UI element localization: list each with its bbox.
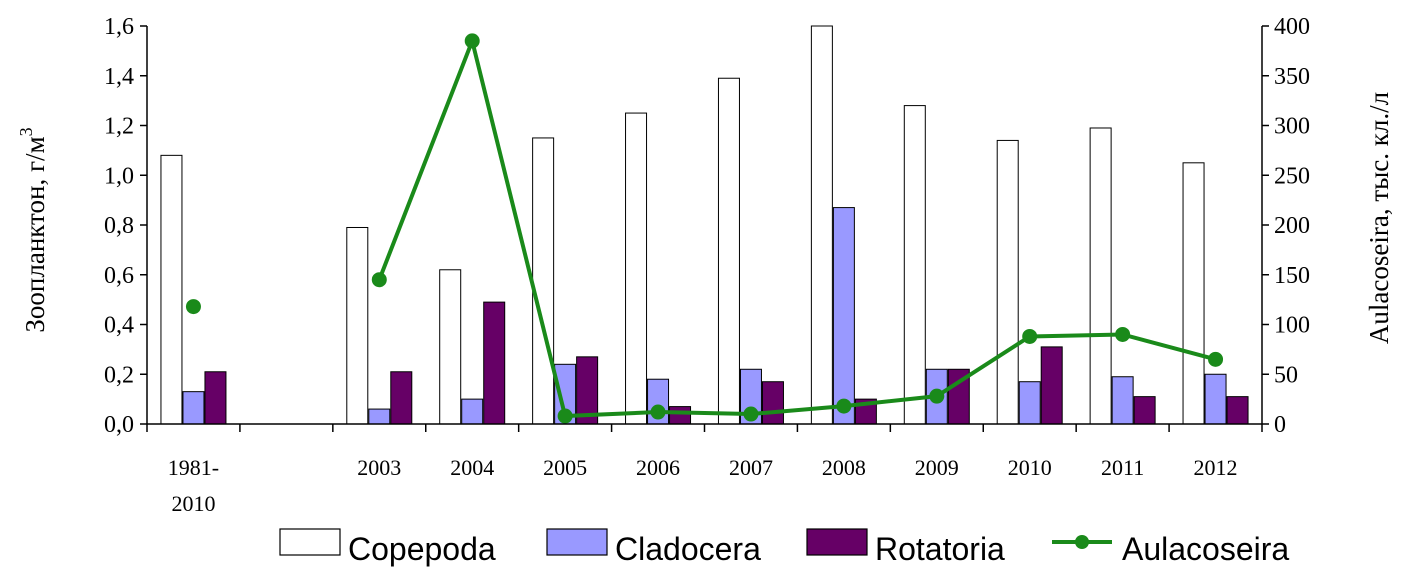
bar-copepoda-0: [160, 154, 183, 425]
bar-copepoda-6: [717, 77, 740, 425]
bar-rotatoria-3: [483, 301, 506, 425]
bar-cladocera-2: [368, 408, 391, 425]
left-tick-label-1: 0,2: [104, 362, 134, 388]
x-tick-label-5-0: 2006: [636, 455, 680, 480]
left-tick-label-0: 0,0: [104, 412, 134, 438]
bar-rotatoria-6: [761, 381, 784, 425]
bar-copepoda-2: [346, 226, 369, 425]
bar-cladocera-3: [461, 398, 484, 425]
right-tick-label-8: 400: [1274, 14, 1310, 40]
point-aulacoseira-5: [650, 404, 666, 420]
x-axis-ticks: 1981- 2010 2003 2004 2005 2006 2007 2008 2009 201…: [146, 424, 1263, 516]
line-aulacoseira-segment-1: [377, 34, 1217, 419]
left-axis-title: Зоопланктон, г/м3: [16, 127, 50, 332]
legend-swatch-rotatoria: [806, 528, 868, 556]
bar-copepoda-3: [439, 269, 462, 425]
left-tick-label-3: 0,6: [104, 263, 134, 289]
bar-rotatoria-5: [669, 406, 692, 425]
point-aulacoseira-9: [1022, 328, 1038, 344]
legend-marker-aulacoseira: [1075, 535, 1089, 549]
point-aulacoseira-11: [1208, 351, 1224, 367]
bar-copepoda-11: [1182, 162, 1205, 425]
left-axis-title-superscript: 3: [16, 127, 36, 136]
right-tick-label-4: 200: [1274, 213, 1310, 239]
bar-copepoda-7: [810, 25, 833, 425]
bar-cladocera-0: [182, 391, 205, 425]
bars-layer: [160, 25, 1249, 425]
bar-cladocera-9: [1018, 381, 1041, 425]
bar-copepoda-10: [1089, 127, 1112, 425]
x-tick-label-3-0: 2004: [450, 455, 494, 480]
bar-rotatoria-10: [1133, 396, 1156, 425]
point-aulacoseira-0: [185, 299, 201, 315]
bar-rotatoria-2: [390, 371, 413, 425]
x-tick-label-0-1: 2010: [171, 491, 215, 516]
left-tick-label-4: 0,8: [104, 213, 134, 239]
x-tick-label-4-0: 2005: [543, 455, 587, 480]
left-axis-title-main: Зоопланктон, г/м: [20, 136, 50, 332]
x-tick-label-2-0: 2003: [357, 455, 401, 480]
left-tick-label-5: 1,0: [104, 163, 134, 189]
legend-label-aulacoseira: Aulacoseira: [1122, 531, 1289, 567]
bar-rotatoria-9: [1040, 346, 1063, 425]
bar-rotatoria-11: [1226, 396, 1249, 425]
bar-cladocera-10: [1111, 376, 1134, 425]
right-axis-title: Aulacoseira, тыс. кл./л: [1364, 92, 1394, 344]
point-aulacoseira-10: [1115, 326, 1131, 342]
bar-copepoda-8: [903, 105, 926, 425]
x-tick-label-9-0: 2010: [1008, 455, 1052, 480]
x-tick-label-0-0: 1981-: [168, 455, 219, 480]
x-tick-label-6-0: 2007: [729, 455, 773, 480]
bar-copepoda-9: [996, 139, 1019, 425]
bar-cladocera-7: [832, 207, 855, 425]
right-tick-label-0: 0: [1274, 412, 1286, 438]
x-tick-label-8-0: 2009: [915, 455, 959, 480]
point-aulacoseira-2: [371, 272, 387, 288]
bar-rotatoria-0: [204, 371, 227, 425]
legend: Copepoda Cladocera Rotatoria Aulacoseira: [279, 528, 1289, 567]
right-tick-label-7: 350: [1274, 64, 1310, 90]
line-layer: [185, 33, 1224, 424]
point-aulacoseira-4: [557, 408, 573, 424]
left-tick-label-7: 1,4: [104, 64, 134, 90]
right-tick-label-6: 300: [1274, 114, 1310, 140]
legend-swatch-copepoda: [279, 528, 341, 556]
right-tick-label-5: 250: [1274, 163, 1310, 189]
bar-cladocera-11: [1204, 373, 1227, 425]
legend-label-rotatoria: Rotatoria: [875, 531, 1005, 567]
right-tick-label-3: 150: [1274, 263, 1310, 289]
legend-label-copepoda: Copepoda: [348, 531, 496, 567]
bar-copepoda-5: [625, 112, 648, 425]
legend-label-cladocera: Cladocera: [615, 531, 761, 567]
left-tick-label-6: 1,2: [104, 114, 134, 140]
point-aulacoseira-8: [929, 388, 945, 404]
x-tick-label-11-0: 2012: [1194, 455, 1238, 480]
x-tick-label-10-0: 2011: [1101, 455, 1144, 480]
point-aulacoseira-3: [464, 33, 480, 49]
bar-copepoda-4: [532, 137, 555, 425]
point-aulacoseira-7: [836, 398, 852, 414]
right-tick-label-2: 100: [1274, 313, 1310, 339]
left-tick-label-8: 1,6: [104, 14, 134, 40]
right-axis-ticks: 0 50 100 150 200 250 300 350 400: [1262, 14, 1310, 438]
right-tick-label-1: 50: [1274, 362, 1298, 388]
legend-swatch-cladocera: [546, 528, 608, 556]
point-aulacoseira-6: [743, 406, 759, 422]
left-tick-label-2: 0,4: [104, 313, 134, 339]
left-axis-ticks: 0,0 0,2 0,4 0,6 0,8 1,0 1,2 1,4 1,6: [104, 14, 147, 438]
x-tick-label-7-0: 2008: [822, 455, 866, 480]
